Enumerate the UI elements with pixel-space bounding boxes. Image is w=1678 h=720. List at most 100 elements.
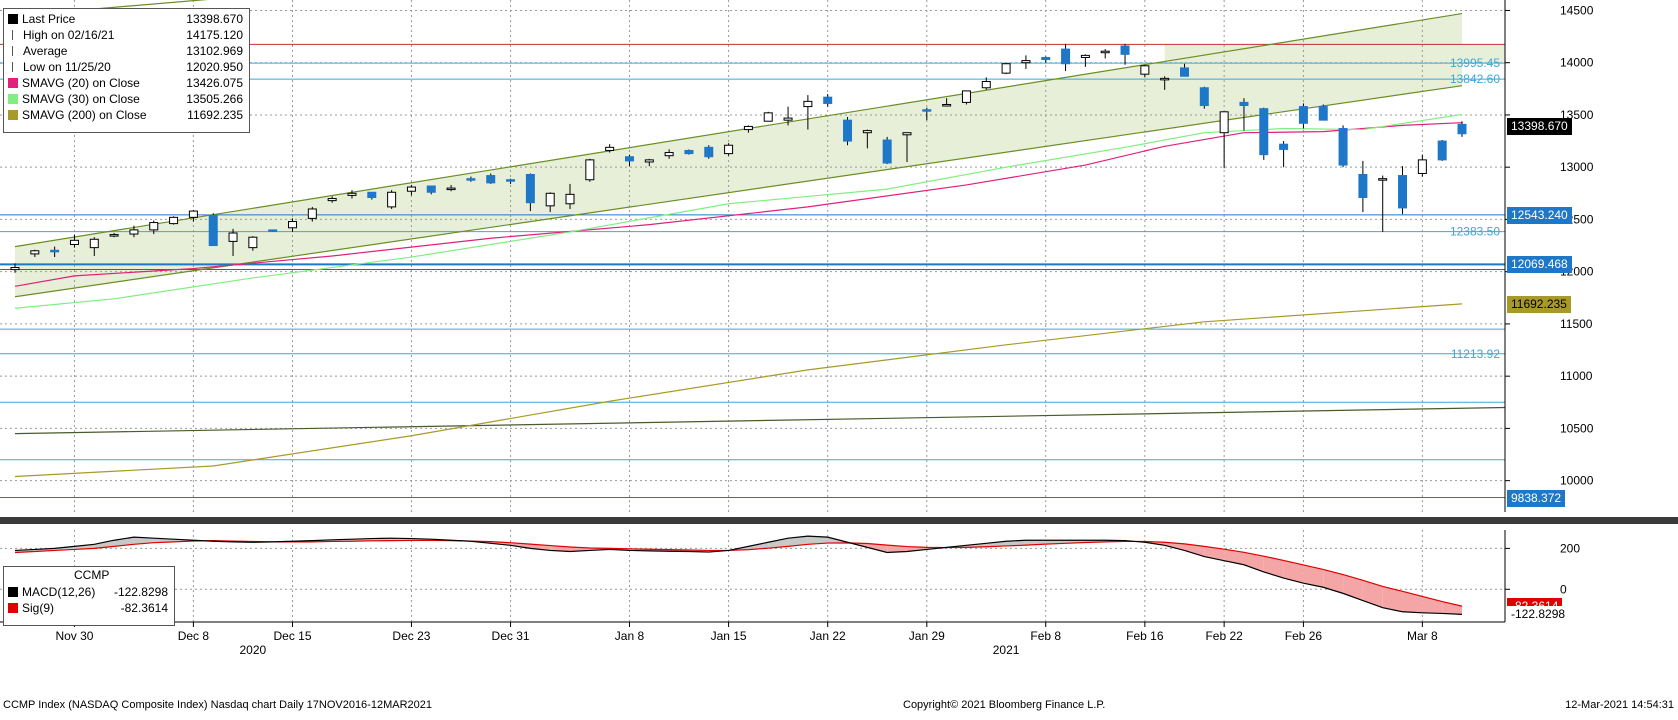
candle-body <box>942 103 952 107</box>
legend-row: SMAVG (200) on Close <box>8 107 147 123</box>
price-axis-tick-label: 11000 <box>1560 369 1593 383</box>
candle-body <box>1120 45 1130 55</box>
date-axis-label: Jan 29 <box>909 629 945 643</box>
legend-swatch <box>12 62 19 72</box>
legend-swatch <box>8 14 18 24</box>
macd-axis-tag: -122.8298 <box>1507 606 1570 624</box>
candle-body <box>446 187 456 191</box>
candle-body <box>1041 56 1051 61</box>
macd-fill-segment <box>748 542 769 550</box>
legend-row: High on 02/16/21 <box>8 27 114 43</box>
macd-legend-value: -122.8298 <box>113 585 168 599</box>
macd-legend-label: MACD(12,26) <box>22 585 96 599</box>
candle-body <box>1100 50 1110 54</box>
candle-body <box>208 214 218 247</box>
legend-value: 13426.075 <box>186 76 243 90</box>
macd-legend: CCMP MACD(12,26) -122.8298 Sig(9) -82.3614 <box>3 566 175 626</box>
candle-body <box>704 146 714 158</box>
macd-legend-row: Sig(9) <box>8 600 54 616</box>
candle-body <box>1437 140 1447 161</box>
candle-body <box>149 222 159 231</box>
candle-body <box>109 234 119 237</box>
candle-body <box>624 156 634 162</box>
candle-body <box>882 139 892 164</box>
candle-body <box>1160 77 1170 81</box>
year-axis-label: 2020 <box>240 643 267 657</box>
price-level-label: 11213.92 <box>1451 347 1500 361</box>
macd-legend-value: -82.3614 <box>120 601 168 615</box>
candle-body <box>1417 159 1427 174</box>
macd-fill-segment <box>887 545 907 553</box>
candle-body <box>387 191 397 208</box>
candle-body <box>1219 111 1229 134</box>
legend-label: SMAVG (30) on Close <box>22 92 140 106</box>
price-legend: Last Price 13398.670 High on 02/16/21 14175… <box>3 8 250 133</box>
macd-line <box>14 535 1463 615</box>
legend-swatch <box>12 30 19 40</box>
price-axis-tag: 13398.670 <box>1507 117 1572 135</box>
candle-body <box>763 112 773 122</box>
legend-label: Average <box>23 44 68 58</box>
candle-body <box>644 159 654 163</box>
candle-body <box>426 185 436 193</box>
candle-body <box>228 232 238 242</box>
candle-body <box>961 90 971 103</box>
macd-fill-segment <box>1184 543 1205 557</box>
macd-fill-segment <box>1224 549 1244 565</box>
legend-value: 13505.266 <box>186 92 243 106</box>
candle-body <box>1279 143 1289 150</box>
macd-legend-row: MACD(12,26) <box>8 584 95 600</box>
candle-body <box>1298 106 1308 124</box>
legend-label: Last Price <box>22 12 76 26</box>
macd-fill-segment <box>1442 601 1462 615</box>
candle-body <box>743 125 753 131</box>
candle-body <box>565 193 575 205</box>
candle-body <box>10 266 20 271</box>
candle-body <box>783 117 793 121</box>
macd-fill-segment <box>1343 574 1363 601</box>
macd-axis-tick-label: 200 <box>1560 541 1580 555</box>
price-axis-tick-label: 11500 <box>1560 317 1593 331</box>
price-axis-background <box>1505 0 1678 512</box>
candle-body <box>1061 48 1071 65</box>
price-axis-tick-label: 13000 <box>1560 160 1594 174</box>
candle-body <box>69 239 79 246</box>
macd-fill-segment <box>807 536 828 545</box>
date-axis-label: Dec 23 <box>392 629 430 643</box>
date-axis-label: Feb 8 <box>1030 629 1061 643</box>
legend-swatch <box>8 110 18 120</box>
macd-fill-segment <box>906 546 927 552</box>
legend-row: Last Price <box>8 11 75 27</box>
legend-label: SMAVG (200) on Close <box>22 108 147 122</box>
channel-upper-line <box>14 12 1463 248</box>
candle-body <box>288 221 298 229</box>
macd-fill-segment <box>114 537 134 547</box>
footer-timestamp: 12-Mar-2021 14:54:31 <box>1565 699 1674 711</box>
macd-axis-tick-label: 0 <box>1560 582 1567 596</box>
macd-fill-segment <box>986 541 1007 547</box>
macd-fill-segment <box>1283 560 1304 584</box>
candle-body <box>605 146 615 151</box>
legend-row: SMAVG (20) on Close <box>8 75 140 91</box>
macd-fill-segment <box>1006 540 1026 546</box>
price-axis-tag: 11692.235 <box>1507 295 1571 313</box>
price-level-label: 13995.45 <box>1450 56 1500 70</box>
macd-legend-swatch <box>8 603 18 613</box>
channel-fill <box>15 13 1462 297</box>
price-axis-tag: 12543.240 <box>1507 206 1572 224</box>
macd-fill-segment <box>1263 556 1284 579</box>
candle-body <box>1080 54 1090 58</box>
candle-body <box>902 132 912 136</box>
candle-body <box>406 186 416 192</box>
candle-body <box>1001 63 1011 74</box>
legend-label: High on 02/16/21 <box>23 28 115 42</box>
legend-value: 13102.969 <box>186 44 243 58</box>
macd-legend-swatch <box>8 587 18 597</box>
candle-body <box>922 109 932 112</box>
candle-body <box>1239 101 1249 107</box>
date-axis-label: Jan 22 <box>810 629 846 643</box>
legend-swatch <box>12 46 19 56</box>
candle-body <box>545 192 555 207</box>
